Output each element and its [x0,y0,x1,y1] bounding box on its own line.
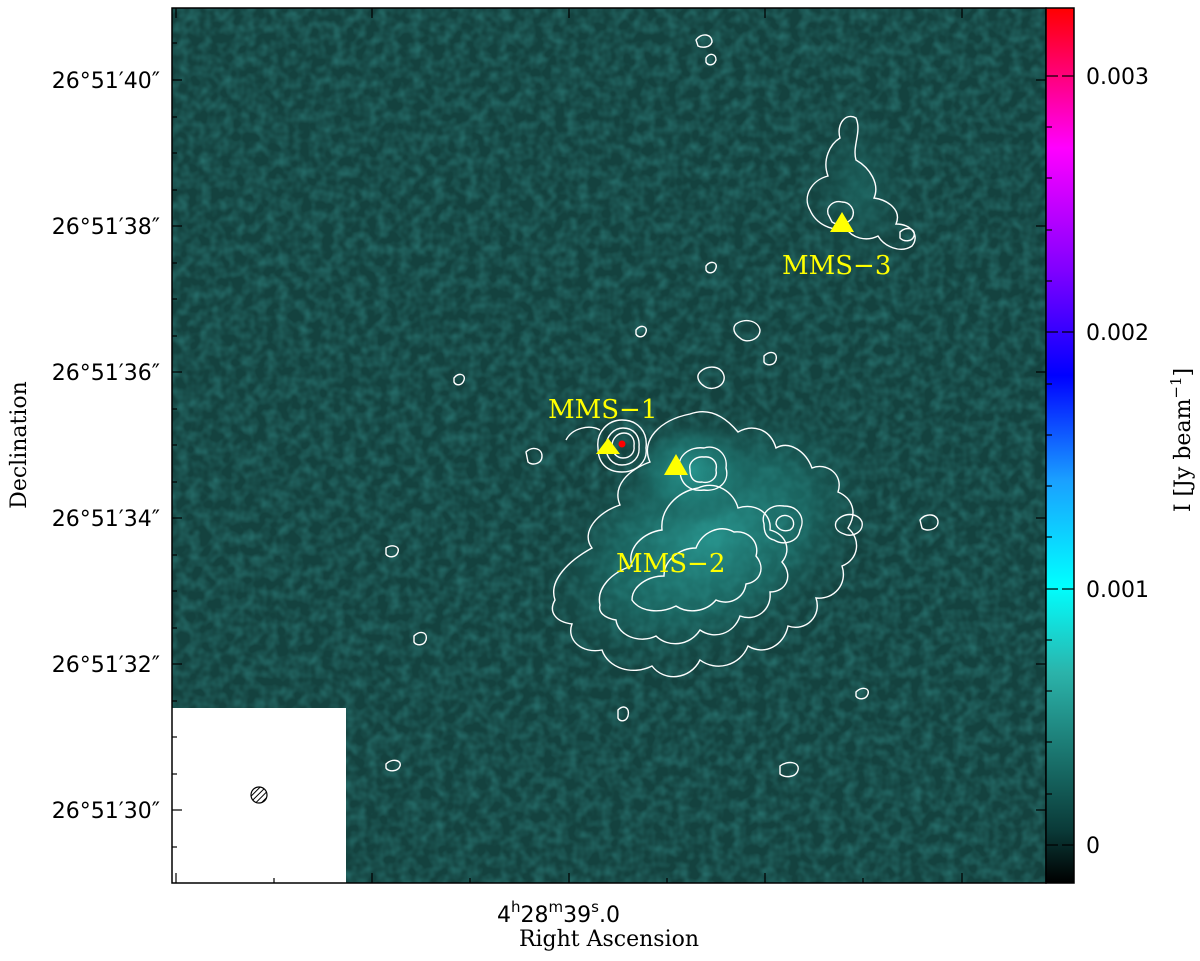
source-label-mms1: MMS−1 [548,395,657,425]
contour-mms1-level2 [605,427,640,466]
beam-ellipse [250,786,268,804]
y-tick-label: 26°51′30″ [52,799,160,824]
contour-blob-1 [697,366,725,390]
mms1-peak-marker [618,440,626,448]
y-tick-label: 26°51′32″ [52,653,160,678]
y-axis-ticks [172,42,1046,848]
contour-blob-4 [834,513,863,536]
mms3-triangle-marker [830,212,854,232]
contour-mms2-level2 [598,484,789,645]
colorbar-frame [1045,7,1075,884]
mms1-triangle-marker [596,438,620,454]
colorbar-tick-label: 0.001 [1086,578,1149,603]
contour-blob-14 [695,34,713,48]
contour-blob-2 [733,319,761,342]
y-tick-label: 26°51′38″ [52,215,160,240]
contour-lines [385,34,939,778]
contour-blob-13 [635,325,648,338]
map-image: MMS−1 MMS−2 MMS−3 [172,8,1046,883]
colorbar-tick-label: 0.002 [1086,321,1149,346]
x-axis-ticks [175,8,963,883]
contour-blob-7 [413,631,428,646]
colorbar-tick-label: 0 [1086,834,1100,859]
contour-core-upper [678,446,728,491]
contour-mms1-level1 [597,419,647,473]
source-label-mms3: MMS−3 [782,251,891,281]
contour-mms3-level1 [806,115,916,250]
contour-blob-6 [385,545,399,558]
colorbar-tick-labels: 0.003 0.002 0.001 0 [1086,65,1149,859]
colorbar-label: I [Jy beam−1] [1167,368,1196,512]
contour-mms2-level1 [551,411,858,678]
y-tick-label: 26°51′36″ [52,361,160,386]
contour-blob-15 [705,53,717,66]
contour-blob-17 [617,706,630,722]
y-tick-labels: 26°51′40″ 26°51′38″ 26°51′36″ 26°51′34″ … [52,69,160,824]
contour-mms1-level3 [611,432,635,459]
colorbar-ticks [1046,75,1074,846]
contour-blob-10 [855,687,869,700]
contour-blob-12 [705,261,718,274]
contour-blob-8 [385,759,401,772]
y-tick-label: 26°51′40″ [52,69,160,94]
colorbar-tick-label: 0.003 [1086,65,1149,90]
contour-knot-east [762,505,803,544]
contour-blob-11 [899,227,915,242]
source-label-mms2: MMS−2 [616,549,725,579]
colorbar [1046,8,1074,883]
contour-core-upper-inner [689,456,718,484]
y-axis-label: Declination [7,381,32,509]
contour-mms1-tail [565,426,601,441]
contour-blob-9 [779,761,799,778]
contour-blob-18 [763,351,778,366]
y-tick-label: 26°51′34″ [52,507,160,532]
x-axis-label: Right Ascension [519,927,699,952]
contour-knot-east-inner [775,514,795,532]
contour-blob-5 [919,514,939,531]
contour-mms2-level3 [631,528,762,612]
emission-mms3 [800,100,920,280]
contour-blob-16 [453,373,466,386]
contour-blob-3 [525,447,543,465]
x-tick-label: 4h28m39s.0 [497,898,620,928]
mms2-triangle-marker [664,454,688,475]
